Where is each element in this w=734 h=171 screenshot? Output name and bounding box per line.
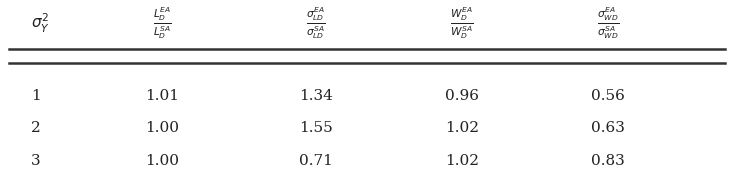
Text: 1.00: 1.00 [145, 154, 179, 168]
Text: 0.83: 0.83 [592, 154, 625, 168]
Text: 0.63: 0.63 [592, 121, 625, 135]
Text: 1.01: 1.01 [145, 89, 179, 103]
Text: 3: 3 [31, 154, 40, 168]
Text: 1.55: 1.55 [299, 121, 333, 135]
Text: $\sigma_Y^2$: $\sigma_Y^2$ [31, 12, 49, 35]
Text: $\frac{L_D^{EA}}{L_D^{SA}}$: $\frac{L_D^{EA}}{L_D^{SA}}$ [153, 5, 172, 41]
Text: $\frac{W_D^{EA}}{W_D^{SA}}$: $\frac{W_D^{EA}}{W_D^{SA}}$ [450, 5, 474, 41]
Text: 1: 1 [31, 89, 40, 103]
Text: 0.96: 0.96 [445, 89, 479, 103]
Text: $\frac{\sigma_{LD}^{EA}}{\sigma_{LD}^{SA}}$: $\frac{\sigma_{LD}^{EA}}{\sigma_{LD}^{SA… [306, 5, 326, 41]
Text: $\frac{\sigma_{WD}^{EA}}{\sigma_{WD}^{SA}}$: $\frac{\sigma_{WD}^{EA}}{\sigma_{WD}^{SA… [597, 5, 619, 41]
Text: 1.02: 1.02 [445, 154, 479, 168]
Text: 1.02: 1.02 [445, 121, 479, 135]
Text: 2: 2 [31, 121, 40, 135]
Text: 1.00: 1.00 [145, 121, 179, 135]
Text: 0.56: 0.56 [592, 89, 625, 103]
Text: 1.34: 1.34 [299, 89, 333, 103]
Text: 0.71: 0.71 [299, 154, 333, 168]
